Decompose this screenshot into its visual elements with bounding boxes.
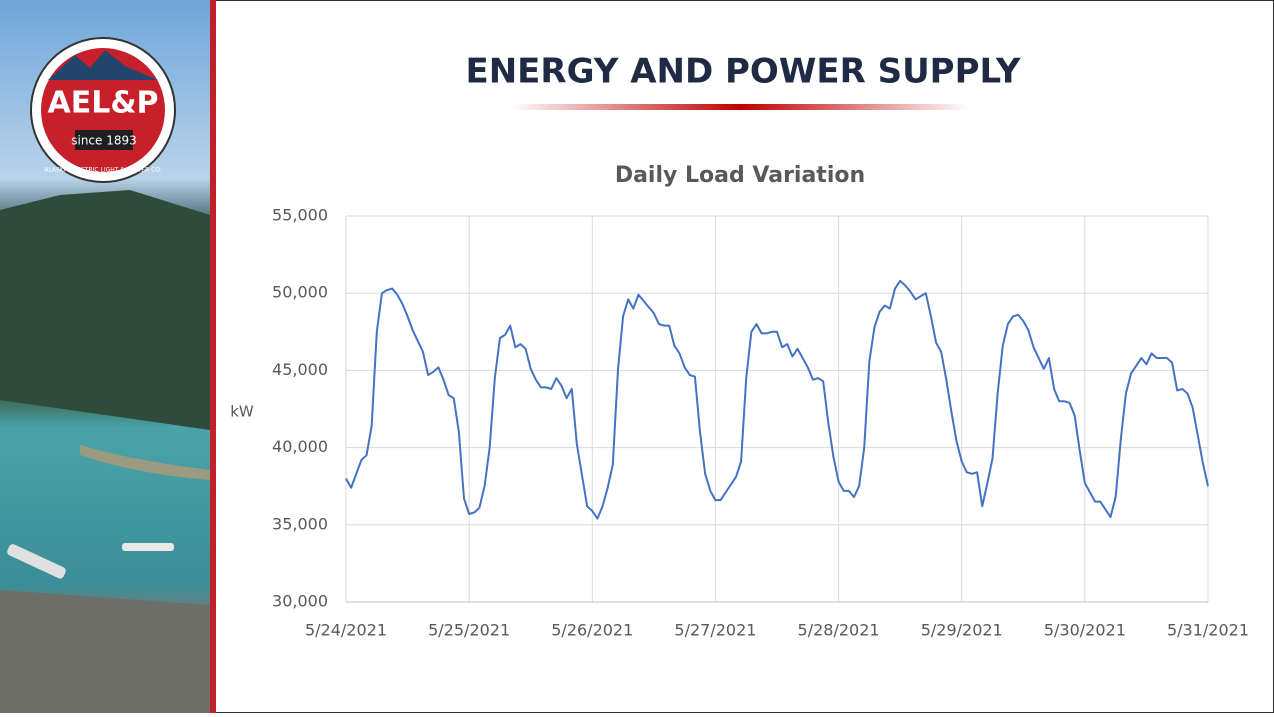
logo-company: ALASKA ELECTRIC LIGHT & POWER CO. bbox=[44, 167, 161, 174]
logo-name: AEL&P bbox=[48, 86, 159, 121]
x-tick-label: 5/26/2021 bbox=[551, 621, 633, 640]
slide-title: ENERGY AND POWER SUPPLY bbox=[465, 52, 1020, 92]
y-tick-label: 30,000 bbox=[272, 592, 328, 611]
red-stripe bbox=[210, 0, 216, 713]
shore bbox=[80, 445, 210, 480]
logo: AEL&P since 1893 ALASKA ELECTRIC LIGHT &… bbox=[30, 37, 176, 183]
y-tick-label: 35,000 bbox=[272, 514, 328, 533]
y-tick-label: 40,000 bbox=[272, 437, 328, 456]
ship bbox=[122, 543, 174, 551]
x-tick-label: 5/28/2021 bbox=[798, 621, 880, 640]
series-line bbox=[345, 279, 1209, 520]
town bbox=[0, 590, 210, 713]
mountain bbox=[0, 190, 210, 430]
y-tick-label: 55,000 bbox=[272, 206, 328, 225]
ship bbox=[7, 544, 66, 579]
x-tick-label: 5/31/2021 bbox=[1167, 621, 1249, 640]
x-tick-label: 5/24/2021 bbox=[305, 621, 387, 640]
logo-since: since 1893 bbox=[71, 134, 137, 148]
title-underline bbox=[510, 104, 970, 110]
x-tick-label: 5/29/2021 bbox=[921, 621, 1003, 640]
y-axis-label: kW bbox=[230, 403, 254, 421]
y-tick-label: 45,000 bbox=[272, 360, 328, 379]
x-tick-label: 5/25/2021 bbox=[428, 621, 510, 640]
y-tick-label: 50,000 bbox=[272, 283, 328, 302]
x-tick-label: 5/30/2021 bbox=[1044, 621, 1126, 640]
x-tick-label: 5/27/2021 bbox=[674, 621, 756, 640]
chart-title: Daily Load Variation bbox=[615, 163, 865, 188]
